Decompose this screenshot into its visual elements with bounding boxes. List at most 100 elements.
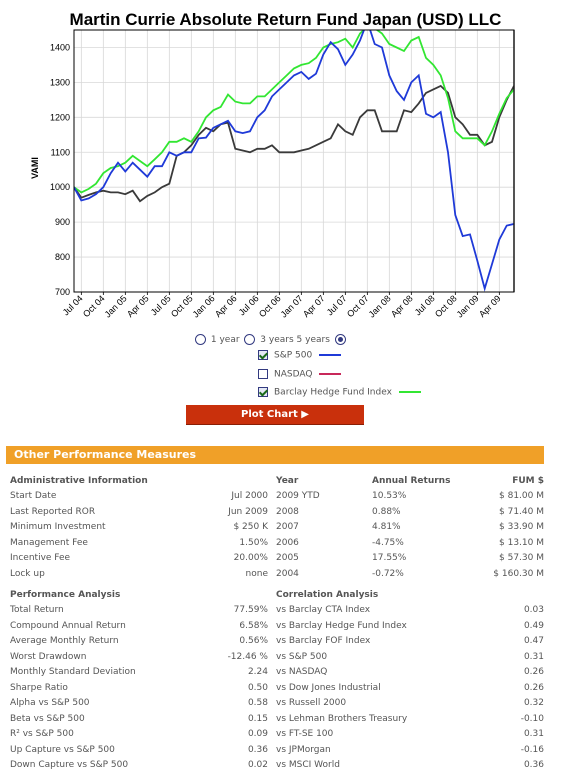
chart-title: Martin Currie Absolute Return Fund Japan… bbox=[69, 10, 502, 29]
x-tick-label: Apr 06 bbox=[213, 293, 239, 319]
correlation-row-value: 0.31 bbox=[523, 651, 544, 662]
returns-row-fum: $ 81.00 M bbox=[499, 491, 544, 501]
y-tick-label: 1300 bbox=[50, 77, 70, 87]
legend-barclay-label: Barclay Hedge Fund Index bbox=[274, 387, 392, 398]
nasdaq-swatch bbox=[319, 373, 342, 375]
legend-sp500-label: S&P 500 bbox=[274, 350, 313, 361]
returns-header-annual: Annual Returns bbox=[372, 476, 451, 486]
x-tick-label: Oct 08 bbox=[433, 293, 459, 319]
admin-row-label: Lock up bbox=[10, 568, 45, 579]
x-tick-label: Jan 09 bbox=[455, 293, 481, 319]
performance-row-label: Down Capture vs S&P 500 bbox=[10, 760, 129, 770]
returns-header-year: Year bbox=[276, 476, 299, 486]
y-tick-label: 700 bbox=[55, 287, 70, 297]
correlation-row-label: vs JPMorgan bbox=[276, 744, 331, 755]
returns-row-annual: 4.81% bbox=[372, 522, 401, 532]
x-tick-label: Jul 06 bbox=[237, 293, 261, 317]
barclay-swatch bbox=[398, 391, 421, 393]
admin-row-label: Management Fee bbox=[10, 537, 88, 548]
correlation-row-label: vs NASDAQ bbox=[276, 667, 328, 677]
performance-row-label: Alpha vs S&P 500 bbox=[10, 698, 90, 708]
performance-row-label: Average Monthly Return bbox=[10, 636, 119, 646]
y-tick-label: 900 bbox=[55, 217, 70, 227]
plot-chart-button[interactable]: Plot Chart ▶ bbox=[186, 405, 364, 425]
performance-row-label: Up Capture vs S&P 500 bbox=[10, 744, 115, 755]
sp500-checkbox[interactable] bbox=[258, 350, 268, 360]
admin-row-label: Start Date bbox=[10, 491, 57, 501]
correlation-row-value: 0.32 bbox=[523, 698, 544, 708]
radio-3-years-label: 3 years bbox=[260, 335, 294, 345]
correlation-row-label: vs Russell 2000 bbox=[276, 698, 347, 708]
correlation-row-label: vs S&P 500 bbox=[276, 651, 328, 662]
radio-5-years-label: 5 years bbox=[296, 335, 330, 345]
correlation-row-value: 0.31 bbox=[523, 729, 544, 739]
correlation-row-value: -0.16 bbox=[520, 744, 544, 755]
radio-3-years[interactable] bbox=[244, 334, 256, 345]
administrative-info-table: Administrative Information Start Date Jul … bbox=[10, 476, 280, 586]
series-line-barclay-hedge-fund-index bbox=[74, 30, 514, 194]
barclay-checkbox[interactable] bbox=[258, 387, 268, 397]
admin-row-label: Incentive Fee bbox=[10, 553, 71, 563]
legend-item-sp500: S&P 500 bbox=[258, 350, 342, 361]
x-tick-label: Apr 08 bbox=[389, 293, 415, 319]
admin-row-value: none bbox=[245, 568, 268, 579]
returns-row-fum: $ 57.30 M bbox=[499, 553, 544, 563]
correlation-row-value: 0.03 bbox=[523, 605, 544, 615]
returns-row-fum: $ 71.40 M bbox=[499, 506, 544, 517]
correlation-row-value: -0.10 bbox=[520, 713, 544, 724]
performance-row-value: 0.02 bbox=[247, 760, 268, 770]
performance-row-value: 0.09 bbox=[247, 729, 268, 739]
returns-row-annual: 0.88% bbox=[372, 506, 401, 517]
performance-analysis-table: Performance Analysis Total Return 77.59% Co… bbox=[10, 590, 280, 770]
nasdaq-checkbox[interactable] bbox=[258, 369, 268, 379]
returns-row-year: 2009 YTD bbox=[276, 491, 320, 501]
legend-item-barclay: Barclay Hedge Fund Index bbox=[258, 387, 421, 398]
correlation-row-label: vs FT-SE 100 bbox=[276, 729, 334, 739]
correlation-row-label: vs Barclay FOF Index bbox=[276, 636, 371, 646]
y-tick-label: 1200 bbox=[50, 112, 70, 122]
returns-row-year: 2006 bbox=[276, 537, 299, 548]
performance-row-value: 0.58 bbox=[247, 698, 268, 708]
performance-row-value: -12.46 % bbox=[227, 651, 268, 662]
correlation-analysis-table: Correlation Analysis vs Barclay CTA Index… bbox=[276, 590, 544, 770]
x-tick-label: Oct 04 bbox=[81, 293, 107, 319]
y-tick-label: 1000 bbox=[50, 182, 70, 192]
correlation-row-label: vs Barclay Hedge Fund Index bbox=[276, 620, 407, 631]
correlation-row-label: vs Dow Jones Industrial bbox=[276, 682, 381, 693]
x-tick-label: Oct 05 bbox=[169, 293, 195, 319]
correlation-row-label: vs Barclay CTA Index bbox=[276, 605, 371, 615]
correlation-row-value: 0.26 bbox=[523, 667, 544, 677]
returns-row-year: 2007 bbox=[276, 522, 299, 532]
section-header: Other Performance Measures bbox=[6, 446, 544, 464]
admin-row-label: Minimum Investment bbox=[10, 522, 106, 532]
period-selector: 1 year 3 years 5 years bbox=[193, 334, 348, 345]
performance-row-label: Monthly Standard Deviation bbox=[10, 667, 136, 677]
correlation-row-value: 0.49 bbox=[523, 620, 544, 631]
admin-row-value: $ 250 K bbox=[233, 522, 268, 532]
radio-1-year[interactable] bbox=[195, 334, 206, 345]
series-line-s-p-500 bbox=[74, 30, 514, 292]
performance-row-label: Total Return bbox=[10, 605, 64, 615]
x-tick-label: Jul 07 bbox=[325, 293, 349, 317]
plot-frame bbox=[73, 29, 515, 293]
legend-item-nasdaq: NASDAQ bbox=[258, 369, 342, 380]
series-line-nasdaq bbox=[74, 84, 514, 203]
radio-5-years[interactable] bbox=[334, 334, 346, 345]
returns-row-fum: $ 33.90 M bbox=[499, 522, 544, 532]
performance-row-value: 0.50 bbox=[247, 682, 268, 693]
x-tick-label: Oct 06 bbox=[257, 293, 283, 319]
correlation-row-value: 0.36 bbox=[523, 760, 544, 770]
returns-row-annual: -4.75% bbox=[372, 537, 404, 548]
x-tick-label: Oct 07 bbox=[345, 293, 371, 319]
y-tick-label: 800 bbox=[55, 252, 70, 262]
correlation-row-label: vs Lehman Brothers Treasury bbox=[276, 713, 408, 724]
x-tick-label: Apr 09 bbox=[477, 293, 503, 319]
returns-row-year: 2005 bbox=[276, 553, 299, 563]
x-tick-label: Jan 05 bbox=[103, 293, 129, 319]
x-tick-label: Jul 05 bbox=[149, 293, 173, 317]
admin-row-value: 1.50% bbox=[239, 537, 268, 548]
x-tick-label: Apr 05 bbox=[125, 293, 151, 319]
annual-returns-table: Year Annual Returns FUM $ 2009 YTD 10.53% $ 8… bbox=[276, 476, 544, 586]
performance-row-value: 2.24 bbox=[247, 667, 268, 677]
x-tick-label: Jan 06 bbox=[191, 293, 217, 319]
